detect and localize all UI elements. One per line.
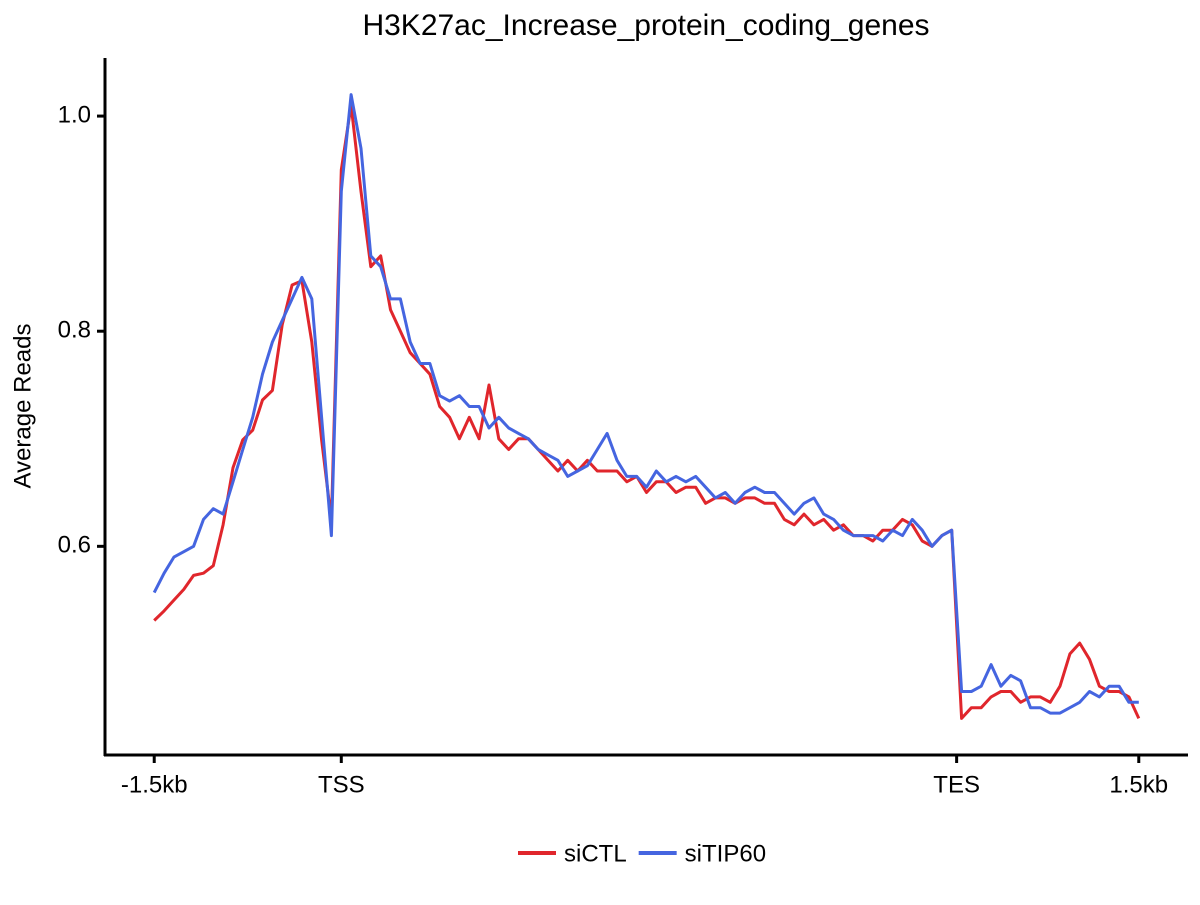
y-tick-label: 0.6 [58,532,91,559]
line-series [152,93,1139,715]
y-axis-label: Average Reads [9,324,36,489]
line-series [153,103,1141,720]
legend-label: siCTL [564,840,627,867]
y-tick-label: 1.0 [58,101,91,128]
x-tick-label: -1.5kb [121,771,188,798]
x-tick-label: 1.5kb [1109,771,1168,798]
legend-label: siTIP60 [685,840,766,867]
chart-title: H3K27ac_Increase_protein_coding_genes [362,9,929,42]
x-tick-label: TES [933,771,980,798]
y-tick-label: 0.8 [58,317,91,344]
x-tick-label: TSS [318,771,365,798]
